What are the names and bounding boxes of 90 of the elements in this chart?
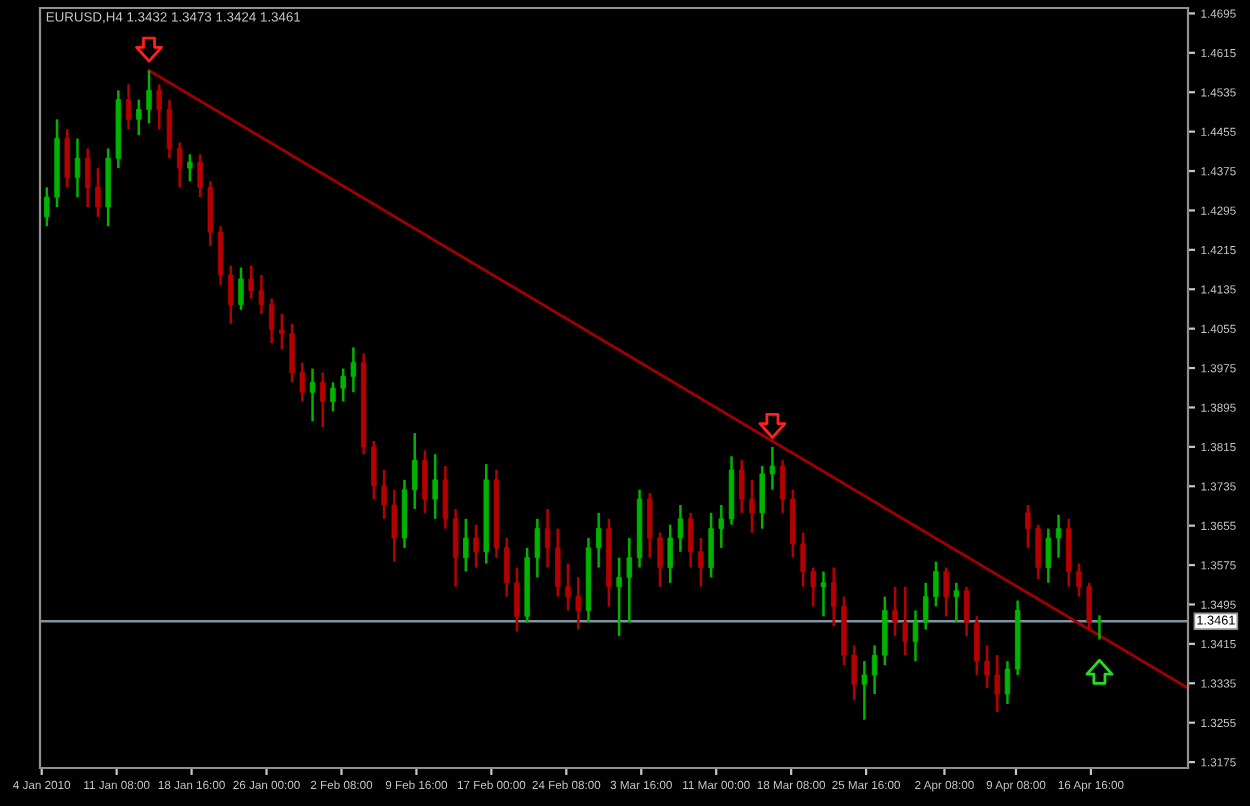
candlestick xyxy=(739,458,745,515)
candlestick xyxy=(238,266,244,312)
candlestick xyxy=(698,536,704,588)
candlestick xyxy=(687,511,694,569)
candlestick xyxy=(197,153,203,199)
candlestick xyxy=(534,517,541,579)
candlestick xyxy=(657,531,663,588)
candlestick xyxy=(851,644,857,702)
candlestick xyxy=(555,527,561,598)
candlestick xyxy=(1045,527,1052,585)
candlestick xyxy=(575,576,581,631)
candlestick xyxy=(136,98,142,137)
candlestick xyxy=(1004,659,1011,706)
candlestick xyxy=(974,615,980,677)
candlestick xyxy=(882,595,888,667)
candlestick xyxy=(166,98,173,160)
candlestick xyxy=(1076,562,1082,598)
candlestick xyxy=(963,585,970,638)
candlestick xyxy=(984,644,990,690)
candlestick xyxy=(279,312,285,351)
candlestick xyxy=(156,83,162,131)
candlestick xyxy=(544,507,551,569)
candlestick xyxy=(503,536,510,598)
candlestick xyxy=(749,478,755,534)
candlestick xyxy=(442,464,449,530)
candlestick xyxy=(677,503,684,554)
candlestick xyxy=(718,503,725,550)
candlestick xyxy=(187,153,193,183)
candlestick xyxy=(268,297,275,345)
candlestick xyxy=(892,585,898,638)
candlestick xyxy=(1025,503,1031,550)
candlestick xyxy=(1055,513,1062,559)
candlestick xyxy=(84,147,91,209)
candlestick xyxy=(391,488,397,563)
candlestick xyxy=(176,141,183,189)
candlestick xyxy=(595,511,602,569)
candlestick xyxy=(667,523,673,585)
candlestick xyxy=(1035,523,1041,581)
candlestick xyxy=(810,566,816,608)
candlestick xyxy=(422,449,428,515)
candlestick xyxy=(228,264,234,325)
candlestick xyxy=(565,562,571,612)
candlestick xyxy=(626,536,633,624)
candlestick xyxy=(309,367,316,423)
candlestick xyxy=(790,488,796,559)
candlestick xyxy=(432,453,438,521)
candlestick xyxy=(258,273,265,316)
candlestick xyxy=(779,458,786,515)
candlestick xyxy=(217,224,224,287)
candlestick xyxy=(1086,581,1092,631)
candlestick xyxy=(299,361,306,403)
candlestick xyxy=(412,431,418,511)
candlestick xyxy=(514,566,520,633)
candlestick xyxy=(759,464,765,530)
candlestick xyxy=(463,517,469,573)
candlestick xyxy=(902,585,908,657)
candlestick xyxy=(943,566,949,618)
candlestick xyxy=(769,445,776,491)
candlestick xyxy=(1066,517,1072,588)
candlestick xyxy=(912,609,919,663)
candlestick xyxy=(994,653,1000,714)
candlestick xyxy=(953,581,960,624)
candlestick xyxy=(248,264,254,300)
candlestick xyxy=(350,346,357,394)
candlestick xyxy=(1096,614,1103,641)
candlestick xyxy=(371,439,377,501)
candlestick xyxy=(922,581,929,631)
candlestick xyxy=(95,166,101,219)
candlestick xyxy=(616,556,622,638)
candlestick xyxy=(330,381,336,413)
candlestick xyxy=(452,507,459,588)
candlestick xyxy=(831,566,837,628)
candlestick xyxy=(381,468,387,521)
candlestick xyxy=(64,127,70,189)
candlestick xyxy=(861,659,868,721)
candlestick xyxy=(933,560,939,608)
candlestick xyxy=(320,371,326,429)
candlestick xyxy=(340,367,346,403)
candlestick xyxy=(708,511,714,579)
candlestick xyxy=(74,137,81,199)
candlestick xyxy=(207,180,214,248)
candlestick xyxy=(820,570,827,618)
candlestick xyxy=(289,322,295,384)
candlestick xyxy=(125,83,132,131)
candlestick xyxy=(647,491,653,559)
candlestick xyxy=(800,531,806,588)
candlestick xyxy=(473,523,479,569)
candlestick xyxy=(146,69,152,125)
candlestick xyxy=(44,186,50,228)
candlestick xyxy=(871,644,878,696)
